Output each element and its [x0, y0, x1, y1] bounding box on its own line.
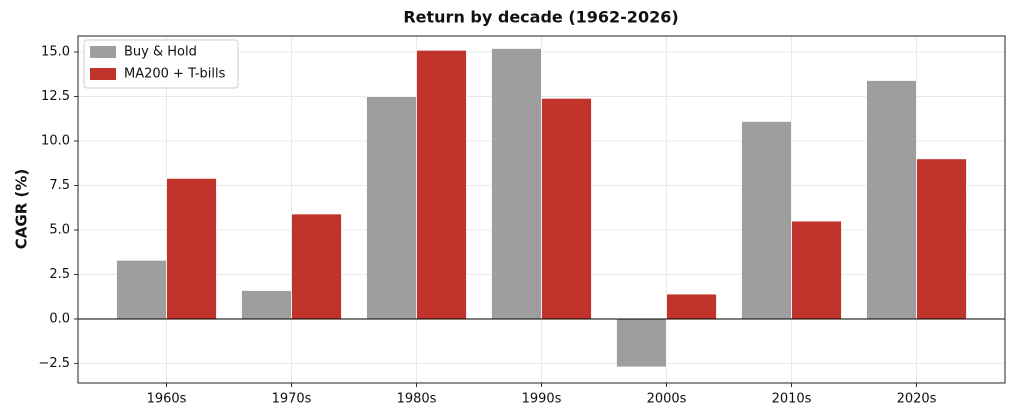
- x-tick-label: 2020s: [897, 392, 937, 407]
- x-tick-label: 1970s: [272, 392, 312, 407]
- bar: [116, 259, 167, 320]
- y-tick-label: 0.0: [49, 311, 70, 326]
- bar: [166, 177, 217, 320]
- y-tick-label: 2.5: [49, 267, 70, 282]
- chart-title: Return by decade (1962-2026): [403, 8, 678, 27]
- y-tick-label: 5.0: [49, 222, 70, 237]
- y-tick-label: 7.5: [49, 178, 70, 193]
- legend-swatch: [90, 46, 116, 58]
- legend-label: Buy & Hold: [124, 45, 197, 60]
- x-tick-label: 2010s: [772, 392, 812, 407]
- x-tick-label: 1980s: [397, 392, 437, 407]
- y-tick-label: 10.0: [41, 133, 70, 148]
- bar: [491, 48, 542, 320]
- y-tick-label: 15.0: [41, 45, 70, 60]
- bar: [741, 121, 792, 320]
- bar: [616, 318, 667, 368]
- y-tick-label: −2.5: [38, 356, 70, 371]
- bar: [666, 293, 717, 320]
- bar: [916, 158, 967, 320]
- bar: [416, 49, 467, 320]
- bar: [241, 290, 292, 320]
- y-axis-label: CAGR (%): [13, 169, 31, 249]
- y-tick-label: 12.5: [41, 89, 70, 104]
- legend-label: MA200 + T-bills: [124, 67, 226, 82]
- x-tick-label: 1960s: [147, 392, 187, 407]
- legend-swatch: [90, 68, 116, 80]
- bar: [866, 80, 917, 320]
- bar: [541, 97, 592, 320]
- bar: [366, 96, 417, 320]
- x-tick-label: 1990s: [522, 392, 562, 407]
- legend-box: [83, 39, 239, 89]
- bar: [791, 220, 842, 320]
- plot-frame: [77, 35, 1006, 384]
- bar: [291, 213, 342, 320]
- x-tick-label: 2000s: [647, 392, 687, 407]
